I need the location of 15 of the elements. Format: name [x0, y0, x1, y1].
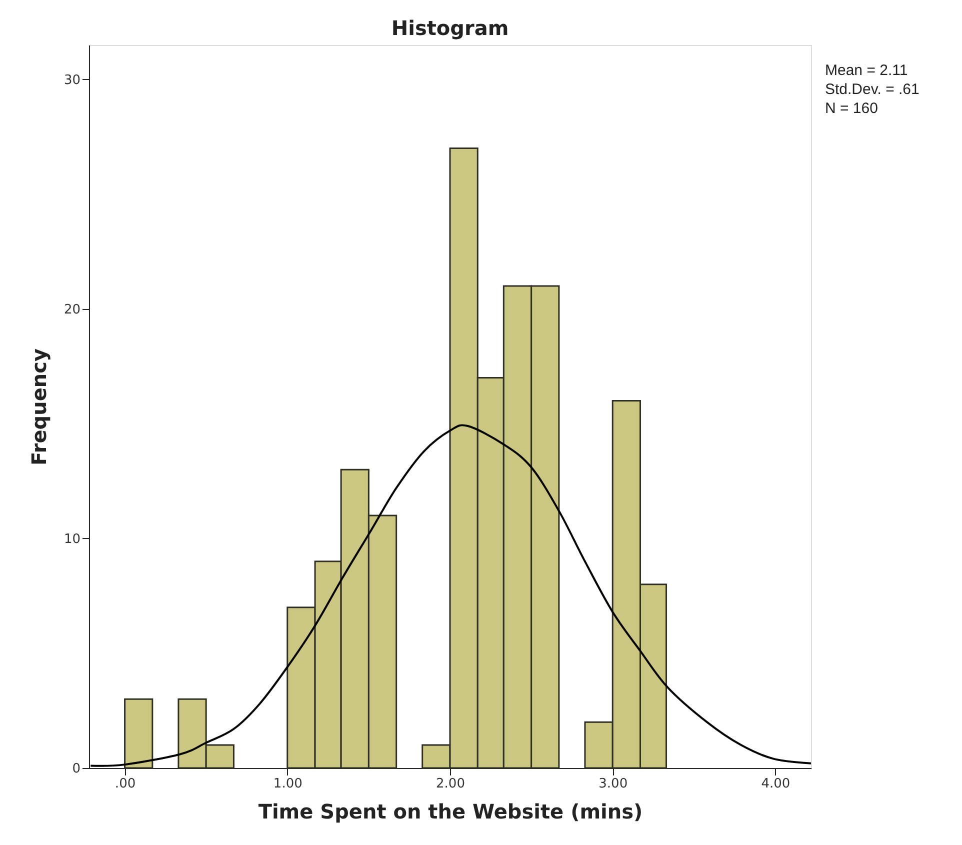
y-axis-title: Frequency [26, 348, 51, 466]
text: Std.Dev. = .61 [825, 81, 920, 98]
y-tick-label: 10 [64, 532, 80, 547]
x-tick-label: 3.00 [598, 776, 628, 792]
y-tick-label: 30 [64, 72, 80, 88]
chart-title: Histogram [391, 16, 509, 40]
y-tick-label: 20 [64, 302, 80, 318]
x-axis-title: Time Spent on the Website (mins) [258, 800, 643, 824]
x-tick-label: 4.00 [761, 776, 790, 792]
text: N = 160 [825, 100, 878, 117]
x-tick-label: .00 [114, 776, 136, 792]
y-tick-label: 0 [72, 762, 80, 776]
x-tick-label: 1.00 [273, 776, 302, 792]
text: Mean = 2.11 [825, 62, 908, 79]
x-tick-label: 2.00 [436, 776, 465, 792]
